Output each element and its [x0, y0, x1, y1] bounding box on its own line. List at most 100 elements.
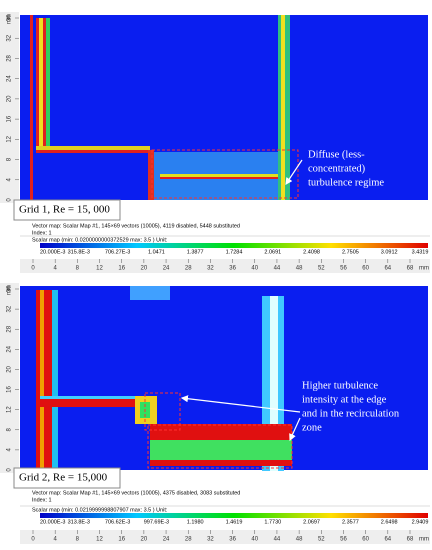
annotation: concentrated) [308, 163, 366, 174]
x-tick-label: 4 [54, 266, 58, 272]
annotation: Higher turbulence [302, 380, 378, 391]
highlight-box [151, 149, 299, 199]
x-unit: mm [419, 266, 429, 272]
status-line: Index: 1 [32, 230, 52, 236]
arrow [180, 395, 301, 413]
y-ruler [0, 283, 19, 473]
flow-region [150, 460, 292, 466]
annotation: zone [302, 422, 322, 433]
x-tick-label: 32 [207, 266, 214, 272]
x-ruler [20, 530, 430, 544]
flow-region [40, 290, 44, 470]
x-tick-label: 40 [251, 266, 258, 272]
x-tick-label: 40 [251, 537, 258, 543]
x-tick-label: 60 [362, 537, 369, 543]
x-tick-label: 48 [296, 537, 303, 543]
highlight-box [147, 424, 293, 469]
status-line: Vector map: Scalar Map #1, 145×69 vector… [32, 223, 240, 229]
colorbar-label: 20.000E-3 [40, 519, 65, 525]
colorbar-label: 1.7284 [226, 249, 243, 255]
y-tick-label: 28 [7, 325, 13, 332]
colorbar-label: 2.9409 [412, 519, 429, 525]
x-tick-label: 48 [296, 266, 303, 272]
flow-region [148, 150, 154, 200]
y-tick-label: 0 [7, 468, 13, 472]
y-tick-label: 4 [7, 448, 13, 452]
y-ruler [0, 12, 19, 203]
panel-label: Grid 2, Re = 15,000 [19, 472, 108, 484]
flow-region [281, 15, 285, 200]
colorbar-label: 20.000E-3 [40, 249, 65, 255]
scalar-caption: Scalar map (min: 0.0200000000372529 max:… [32, 237, 168, 243]
colorbar [40, 513, 428, 518]
flow-region [36, 399, 140, 407]
colorbar-label: 2.4098 [303, 249, 320, 255]
x-tick-label: 52 [318, 266, 325, 272]
x-tick-label: 24 [163, 537, 170, 543]
x-tick-label: 36 [229, 537, 236, 543]
y-tick-label: 24 [7, 345, 13, 352]
y-tick-label: 32 [7, 305, 13, 312]
annotation: and in the recirculation [302, 408, 400, 419]
y-tick-label: 20 [7, 365, 13, 372]
colorbar-label: 1.7730 [264, 519, 281, 525]
colorbar-label: 997.69E-3 [144, 519, 169, 525]
colorbar-label: 2.0691 [264, 249, 281, 255]
x-tick-label: 64 [384, 537, 391, 543]
status-line: Index: 1 [32, 497, 52, 503]
flow-region [36, 150, 150, 153]
flow-region [40, 396, 140, 399]
y-tick-label: 4 [7, 177, 13, 181]
y-tick-label: 12 [7, 135, 13, 142]
label-box [13, 467, 121, 489]
y-tick-label: 24 [7, 75, 13, 82]
x-tick-label: 4 [54, 537, 58, 543]
x-tick-label: 60 [362, 266, 369, 272]
y-tick-label: 16 [7, 386, 13, 393]
colorbar-label: 3.4319 [412, 249, 429, 255]
x-tick-label: 24 [163, 266, 170, 272]
flow-region [160, 177, 290, 179]
x-tick-label: 28 [185, 537, 192, 543]
annotation: Diffuse (less- [308, 149, 365, 160]
y-tick-label: 36 [7, 14, 13, 21]
annotation: intensity at the edge [302, 394, 387, 405]
x-tick-label: 68 [407, 266, 414, 272]
x-tick-label: 52 [318, 537, 325, 543]
colorbar-label: 1.3877 [187, 249, 204, 255]
y-tick-label: 8 [7, 427, 13, 431]
flow-region [160, 174, 290, 178]
y-unit: mm [7, 285, 13, 295]
flow-region [130, 286, 170, 300]
y-tick-label: 36 [7, 285, 13, 292]
x-unit: mm [419, 537, 429, 543]
flow-region [270, 296, 278, 471]
y-tick-label: 20 [7, 95, 13, 102]
colorbar-label: 706.27E-3 [105, 249, 130, 255]
x-tick-label: 36 [229, 266, 236, 272]
flow-region [30, 15, 33, 200]
colorbar-label: 2.7505 [342, 249, 359, 255]
x-tick-label: 64 [384, 266, 391, 272]
x-tick-label: 8 [76, 537, 80, 543]
y-tick-label: 28 [7, 54, 13, 61]
x-tick-label: 32 [207, 537, 214, 543]
x-tick-label: 12 [96, 266, 103, 272]
x-tick-label: 0 [31, 266, 35, 272]
x-ruler [20, 259, 430, 273]
x-tick-label: 44 [274, 537, 281, 543]
x-tick-label: 20 [141, 266, 148, 272]
y-tick-label: 8 [7, 157, 13, 161]
panel-label: Grid 1, Re = 15, 000 [19, 204, 110, 216]
annotation: turbulence regime [308, 177, 384, 188]
x-tick-label: 20 [141, 537, 148, 543]
x-tick-label: 56 [340, 537, 347, 543]
label-box [13, 199, 121, 221]
x-tick-label: 12 [96, 537, 103, 543]
colorbar [40, 243, 428, 248]
flow-region [39, 18, 43, 150]
colorbar-label: 3.0912 [381, 249, 398, 255]
status-line: Vector map: Scalar Map #1, 145×69 vector… [32, 490, 240, 496]
colorbar-label: 2.3577 [342, 519, 359, 525]
